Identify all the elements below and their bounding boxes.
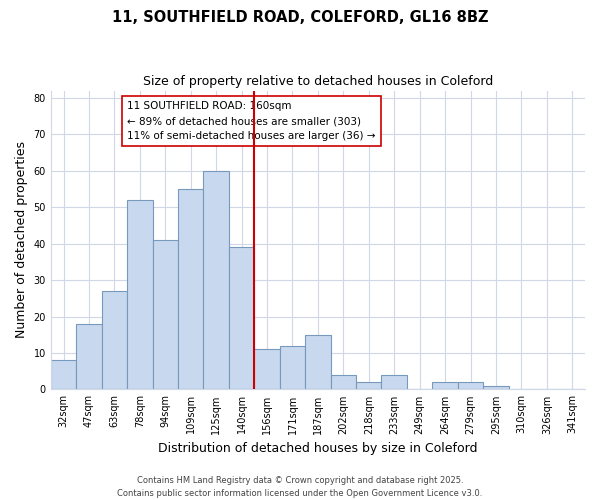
Bar	[382, 375, 407, 390]
Y-axis label: Number of detached properties: Number of detached properties	[15, 142, 28, 338]
X-axis label: Distribution of detached houses by size in Coleford: Distribution of detached houses by size …	[158, 442, 478, 455]
Title: Size of property relative to detached houses in Coleford: Size of property relative to detached ho…	[143, 75, 493, 88]
Text: 11, SOUTHFIELD ROAD, COLEFORD, GL16 8BZ: 11, SOUTHFIELD ROAD, COLEFORD, GL16 8BZ	[112, 10, 488, 25]
Text: Contains HM Land Registry data © Crown copyright and database right 2025.
Contai: Contains HM Land Registry data © Crown c…	[118, 476, 482, 498]
Bar	[152, 240, 178, 390]
Bar	[483, 386, 509, 390]
Bar	[356, 382, 382, 390]
Bar	[254, 350, 280, 390]
Bar	[458, 382, 483, 390]
Bar	[203, 170, 229, 390]
Bar	[229, 248, 254, 390]
Bar	[51, 360, 76, 390]
Bar	[305, 335, 331, 390]
Bar	[178, 189, 203, 390]
Bar	[280, 346, 305, 390]
Bar	[331, 375, 356, 390]
Bar	[127, 200, 152, 390]
Bar	[433, 382, 458, 390]
Bar	[76, 324, 101, 390]
Bar	[101, 291, 127, 390]
Text: 11 SOUTHFIELD ROAD: 160sqm
← 89% of detached houses are smaller (303)
11% of sem: 11 SOUTHFIELD ROAD: 160sqm ← 89% of deta…	[127, 102, 376, 141]
